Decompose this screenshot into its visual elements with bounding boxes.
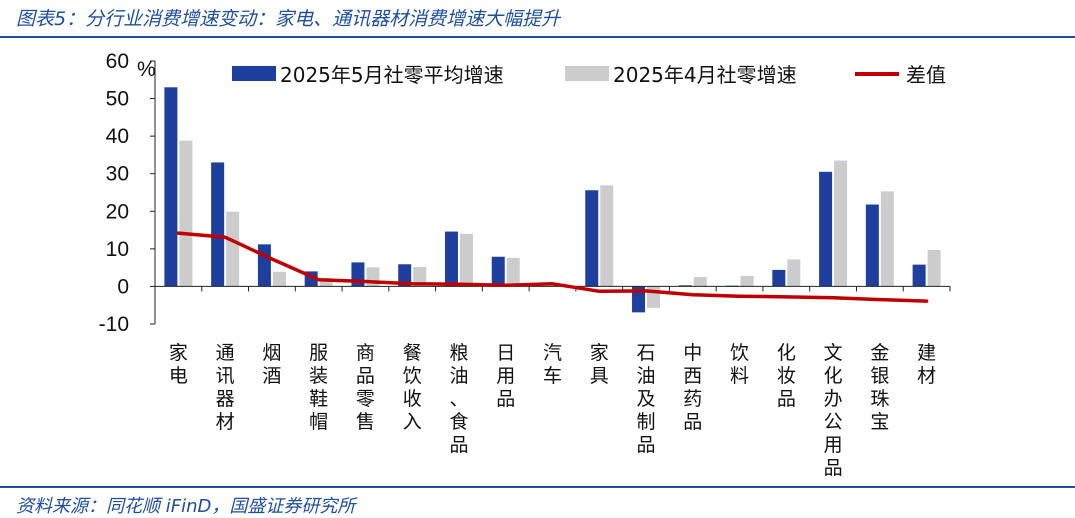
bar-apr — [740, 275, 754, 287]
bar-may — [585, 190, 599, 287]
category-label: 建材 — [917, 342, 936, 387]
bar-apr — [834, 160, 848, 287]
bar-may — [491, 256, 505, 287]
category-label: 通讯器材 — [216, 342, 235, 433]
bar-apr — [459, 233, 473, 287]
diff-line — [176, 231, 929, 303]
legend-label: 2025年4月社零增速 — [613, 63, 797, 87]
bar-may — [164, 87, 178, 287]
category-label: 金银珠宝 — [870, 342, 889, 433]
category-label: 化妆品 — [777, 342, 796, 410]
category-label: 餐饮收入 — [403, 342, 422, 433]
category-label: 石油及制品 — [637, 342, 656, 456]
y-tick-label: 10 — [106, 238, 129, 261]
x-axis — [154, 285, 951, 292]
bar-may — [678, 285, 692, 287]
category-label: 粮油、食品 — [449, 342, 468, 456]
bar-apr — [319, 278, 333, 287]
legend-label: 2025年5月社零平均增速 — [280, 63, 504, 87]
bar-may — [772, 269, 786, 287]
y-tick-label: 60 — [106, 50, 129, 73]
category-label: 服装鞋帽 — [309, 342, 328, 433]
bar-apr — [600, 185, 614, 287]
diff-line-group — [176, 231, 929, 303]
category-label: 饮料 — [730, 342, 749, 387]
bar-may — [398, 264, 412, 287]
bar-apr — [413, 266, 427, 287]
bar-apr — [179, 140, 193, 287]
bar-apr — [927, 249, 941, 287]
bar-may — [211, 162, 225, 287]
category-label: 日用品 — [496, 342, 515, 410]
y-unit-label: % — [137, 58, 156, 81]
y-tick-label: 20 — [106, 200, 129, 223]
bar-apr — [506, 257, 520, 287]
source-note: 资料来源：同花顺 iFinD，国盛证券研究所 — [16, 496, 356, 517]
y-tick-label: 0 — [117, 275, 129, 298]
category-label: 汽车 — [543, 342, 562, 387]
y-tick-label: 30 — [106, 163, 129, 186]
y-tick-label: 50 — [106, 88, 129, 111]
legend-swatch — [232, 66, 276, 81]
footer-bar: 资料来源：同花顺 iFinD，国盛证券研究所 — [0, 486, 1075, 517]
figure-title: 图表5：分行业消费增速变动：家电、通讯器材消费增速大幅提升 — [16, 8, 561, 30]
bar-may — [257, 244, 271, 287]
category-label: 文化办公用品 — [824, 342, 843, 479]
category-label: 家具 — [590, 342, 609, 387]
category-label: 家电 — [169, 342, 188, 387]
bar-may — [444, 231, 458, 287]
bar-may — [865, 204, 879, 287]
bar-series-group — [164, 87, 941, 313]
y-tick-label: -10 — [99, 313, 129, 336]
category-label: 商品零售 — [356, 342, 375, 433]
bar-may — [912, 264, 926, 287]
bar-apr — [693, 277, 707, 287]
legend: 2025年5月社零平均增速 2025年4月社零增速 差值 — [232, 63, 946, 87]
y-tick-label: 40 — [106, 125, 129, 148]
category-label: 中西药品 — [683, 342, 702, 433]
bar-apr — [226, 211, 240, 287]
category-label: 烟酒 — [262, 342, 281, 387]
bar-apr — [880, 191, 894, 287]
y-axis: -10 0 10 20 30 40 50 60% — [99, 50, 156, 336]
bar-may — [632, 286, 646, 313]
bar-may — [819, 171, 833, 287]
legend-swatch — [565, 66, 609, 81]
legend-label: 差值 — [906, 63, 946, 87]
bar-apr — [272, 271, 286, 287]
bar-apr — [787, 259, 801, 287]
combo-chart: 2025年5月社零平均增速 2025年4月社零增速 差值 -10 0 10 20 30 40 5… — [99, 50, 951, 479]
header-bar: 图表5：分行业消费增速变动：家电、通讯器材消费增速大幅提升 — [0, 0, 1075, 38]
